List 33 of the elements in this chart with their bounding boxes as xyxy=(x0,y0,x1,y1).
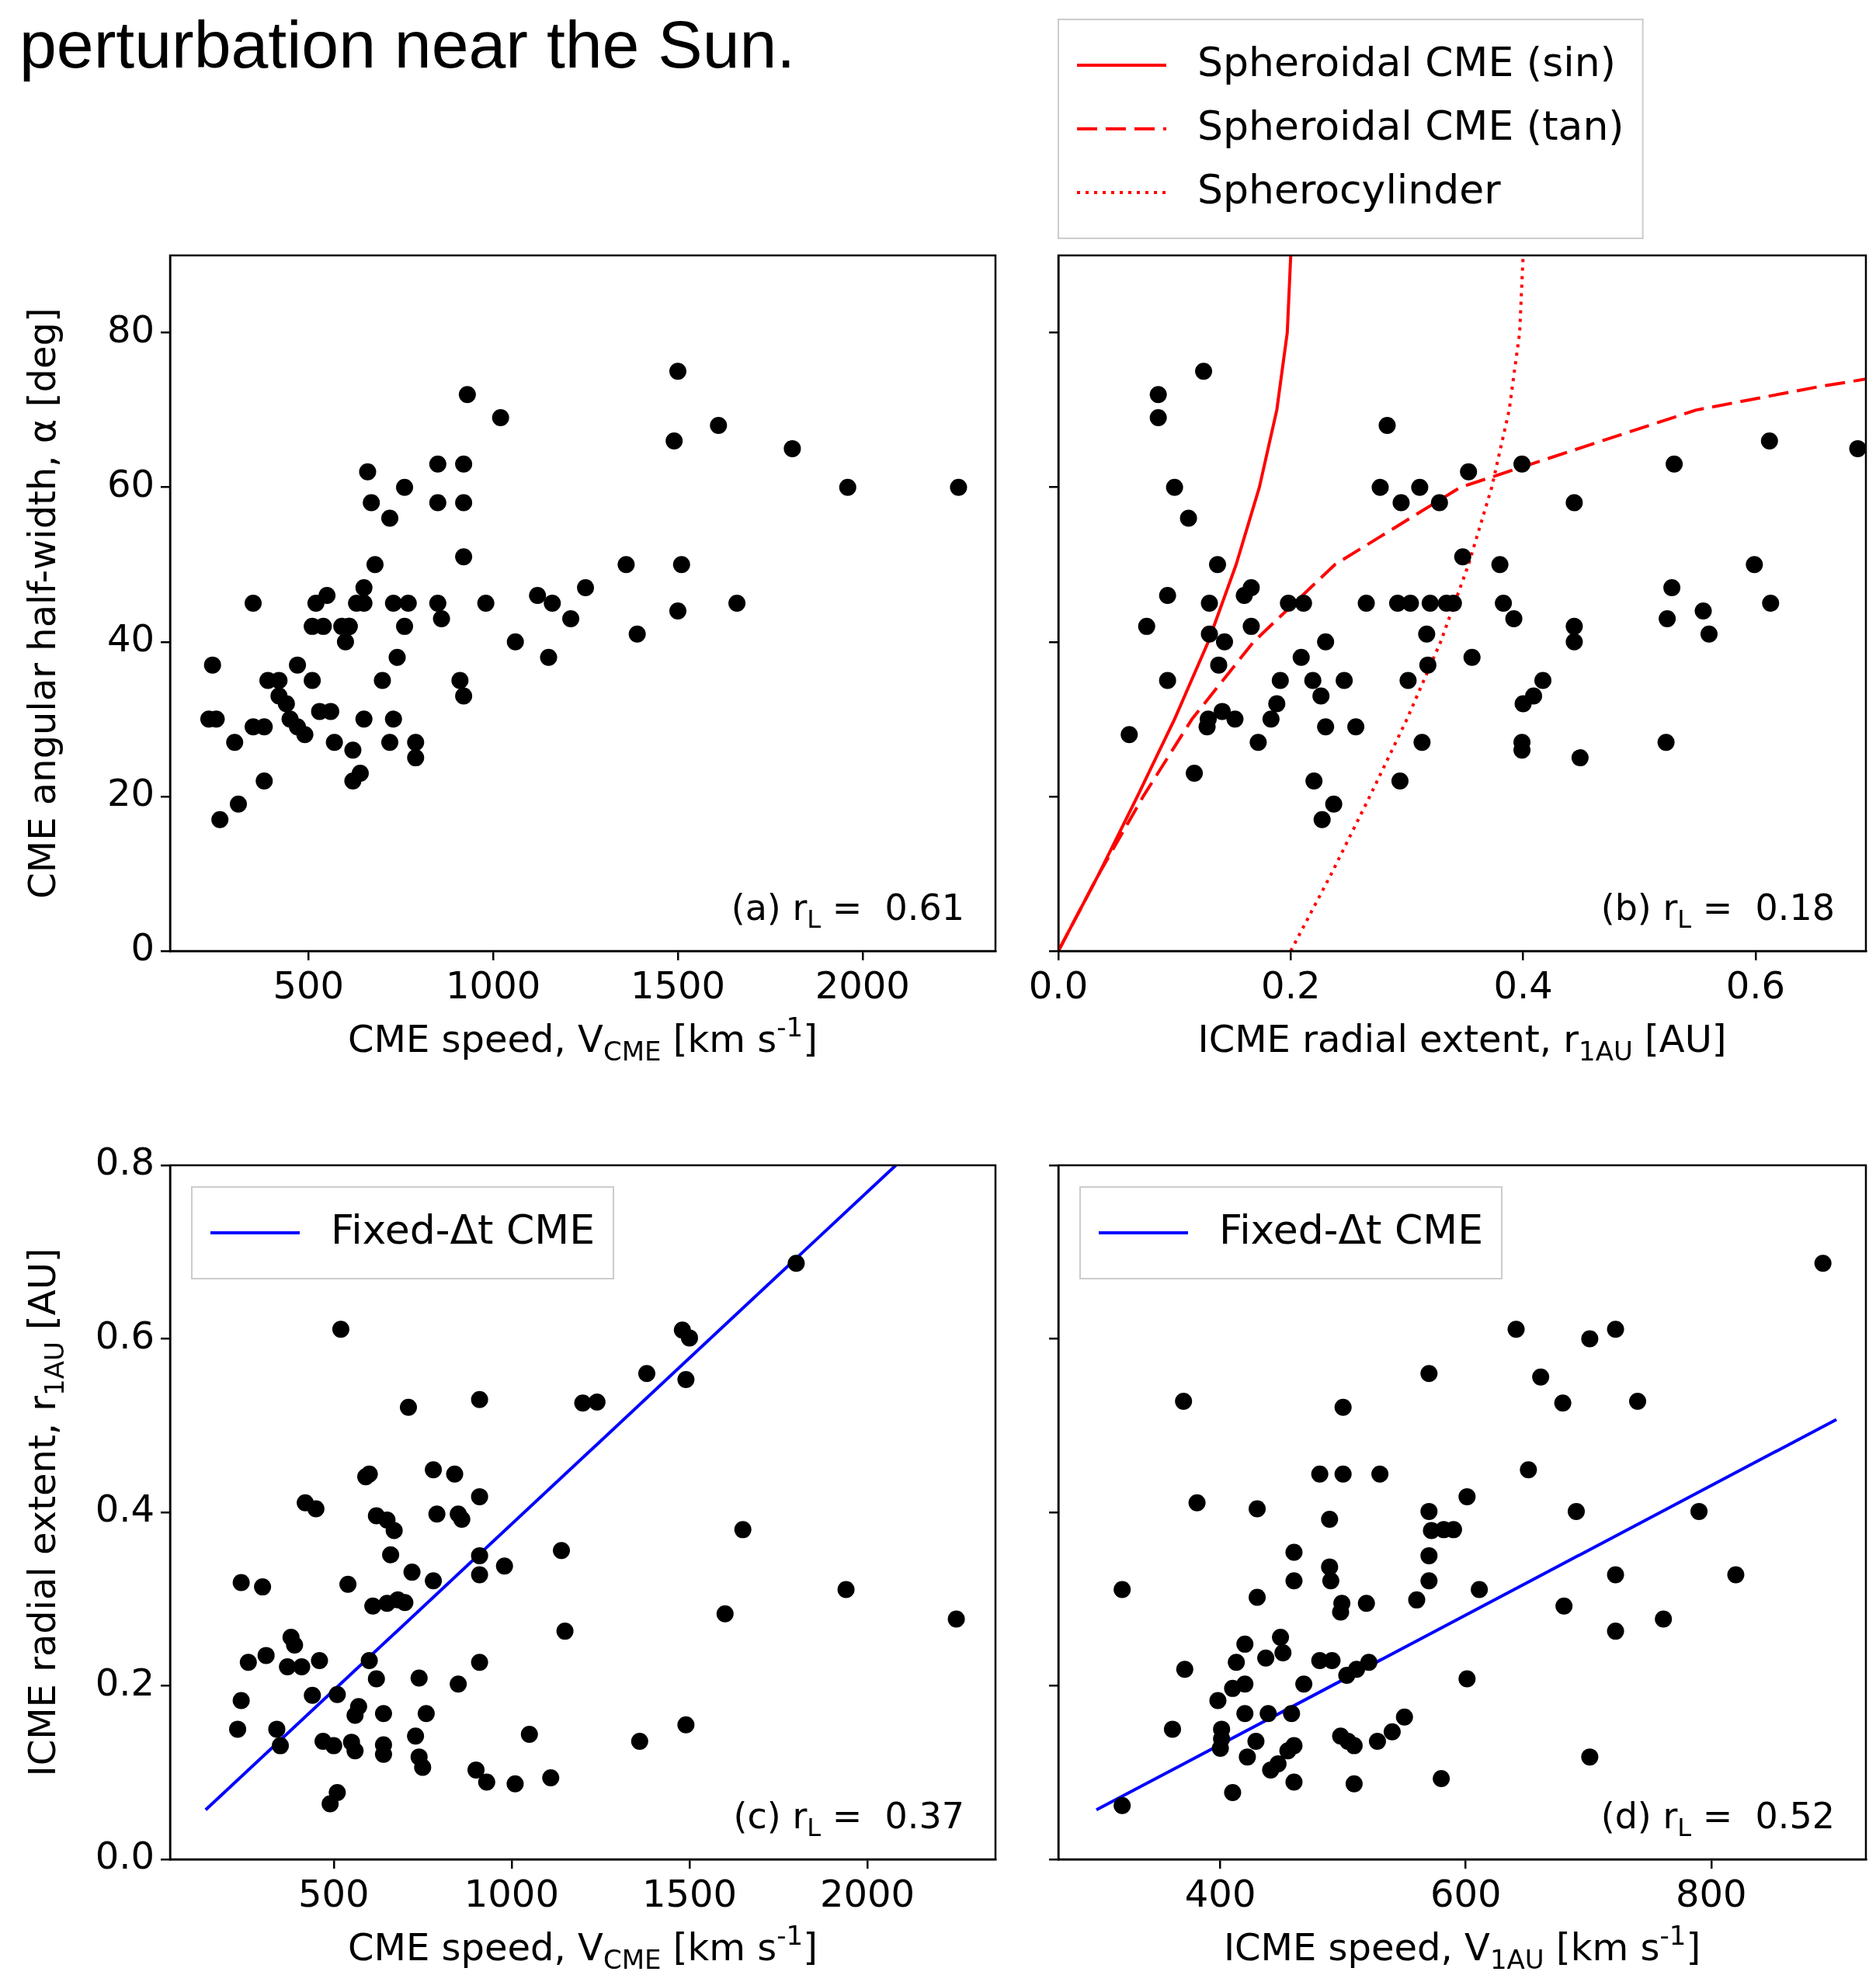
x-tick-label: 600 xyxy=(1430,1872,1502,1916)
y-tick-label: 0.8 xyxy=(95,1140,155,1184)
x-tick-label: 0.2 xyxy=(1261,963,1321,1008)
legend-label: Fixed-Δt CME xyxy=(1219,1206,1484,1253)
x-tick-label: 1000 xyxy=(464,1872,559,1916)
legend-label: Spherocylinder xyxy=(1197,165,1502,213)
x-tick-label: 800 xyxy=(1676,1872,1747,1916)
x-tick-label: 1500 xyxy=(641,1872,738,1916)
x-tick-label: 400 xyxy=(1184,1872,1256,1916)
y-tick-label: 0.4 xyxy=(95,1487,155,1531)
legend-label: Spheroidal CME (tan) xyxy=(1197,102,1624,149)
x-tick-label: 500 xyxy=(273,963,345,1008)
y-axis-title: CME angular half-width, α [deg] xyxy=(20,307,64,899)
x-tick-label: 500 xyxy=(297,1872,370,1916)
y-tick-label: 40 xyxy=(106,616,155,661)
y-tick-label: 60 xyxy=(106,462,155,506)
y-tick-label: 0 xyxy=(130,925,155,970)
x-tick-label: 1500 xyxy=(630,963,726,1008)
y-tick-label: 0.0 xyxy=(95,1834,155,1878)
y-tick-label: 0.2 xyxy=(95,1660,155,1704)
x-tick-label: 0.0 xyxy=(1028,963,1089,1008)
x-tick-label: 1000 xyxy=(446,963,541,1008)
y-tick-label: 0.6 xyxy=(95,1313,155,1357)
x-tick-label: 2000 xyxy=(819,1872,915,1916)
chart-title: perturbation near the Sun. xyxy=(19,6,796,83)
legend-label: Spheroidal CME (sin) xyxy=(1197,38,1616,85)
y-tick-label: 20 xyxy=(106,771,155,815)
legend-label: Fixed-Δt CME xyxy=(331,1206,596,1253)
x-tick-label: 2000 xyxy=(815,963,910,1008)
x-tick-label: 0.4 xyxy=(1493,963,1553,1008)
y-tick-label: 80 xyxy=(106,307,155,352)
x-tick-label: 0.6 xyxy=(1725,963,1786,1008)
y-axis-title: ICME radial extent, r1AU [AU] xyxy=(20,1248,71,1777)
